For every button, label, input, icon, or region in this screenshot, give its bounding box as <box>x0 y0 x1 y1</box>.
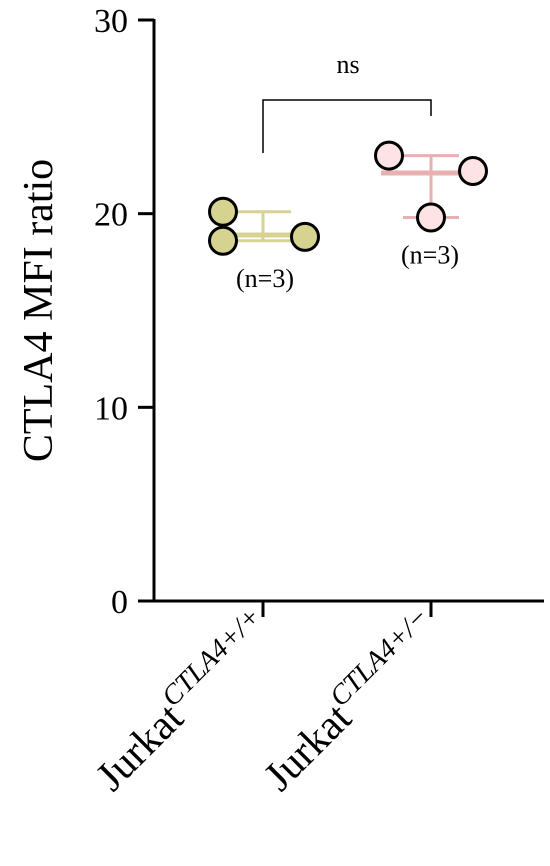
x-tick-label: JurkatCTLA4+/− <box>251 601 450 800</box>
x-tick-label: JurkatCTLA4+/+ <box>83 601 282 800</box>
series-1: (n=3) <box>374 140 488 270</box>
data-point <box>458 156 488 187</box>
x-category-label: JurkatCTLA4+/− <box>251 601 450 800</box>
y-axis: 0 10 20 30 <box>94 3 156 621</box>
category-superscript-text: CTLA4+/+ <box>156 601 267 712</box>
data-point <box>374 140 404 171</box>
x-category-label: JurkatCTLA4+/+ <box>83 601 282 800</box>
data-point <box>208 196 238 227</box>
x-axis: JurkatCTLA4+/+JurkatCTLA4+/− <box>83 599 544 800</box>
data-point <box>208 225 238 256</box>
bracket-line <box>262 99 432 153</box>
y-tick-label: 0 <box>111 584 128 621</box>
data-point <box>290 221 320 252</box>
y-tick-label: 30 <box>94 3 128 40</box>
data-point <box>416 202 446 233</box>
n-label: (n=3) <box>236 264 294 293</box>
data-series: (n=3) (n=3) <box>208 140 488 293</box>
significance-label: ns <box>336 50 359 79</box>
significance-bracket: ns <box>262 50 432 153</box>
n-label: (n=3) <box>401 241 459 270</box>
labels: CTLA4 MFI ratio <box>16 159 62 462</box>
y-tick-label: 10 <box>94 390 128 427</box>
category-superscript-text: CTLA4+/− <box>324 601 435 712</box>
y-tick-label: 20 <box>94 197 128 234</box>
series-0: (n=3) <box>208 196 320 293</box>
y-axis-label: CTLA4 MFI ratio <box>16 159 62 462</box>
